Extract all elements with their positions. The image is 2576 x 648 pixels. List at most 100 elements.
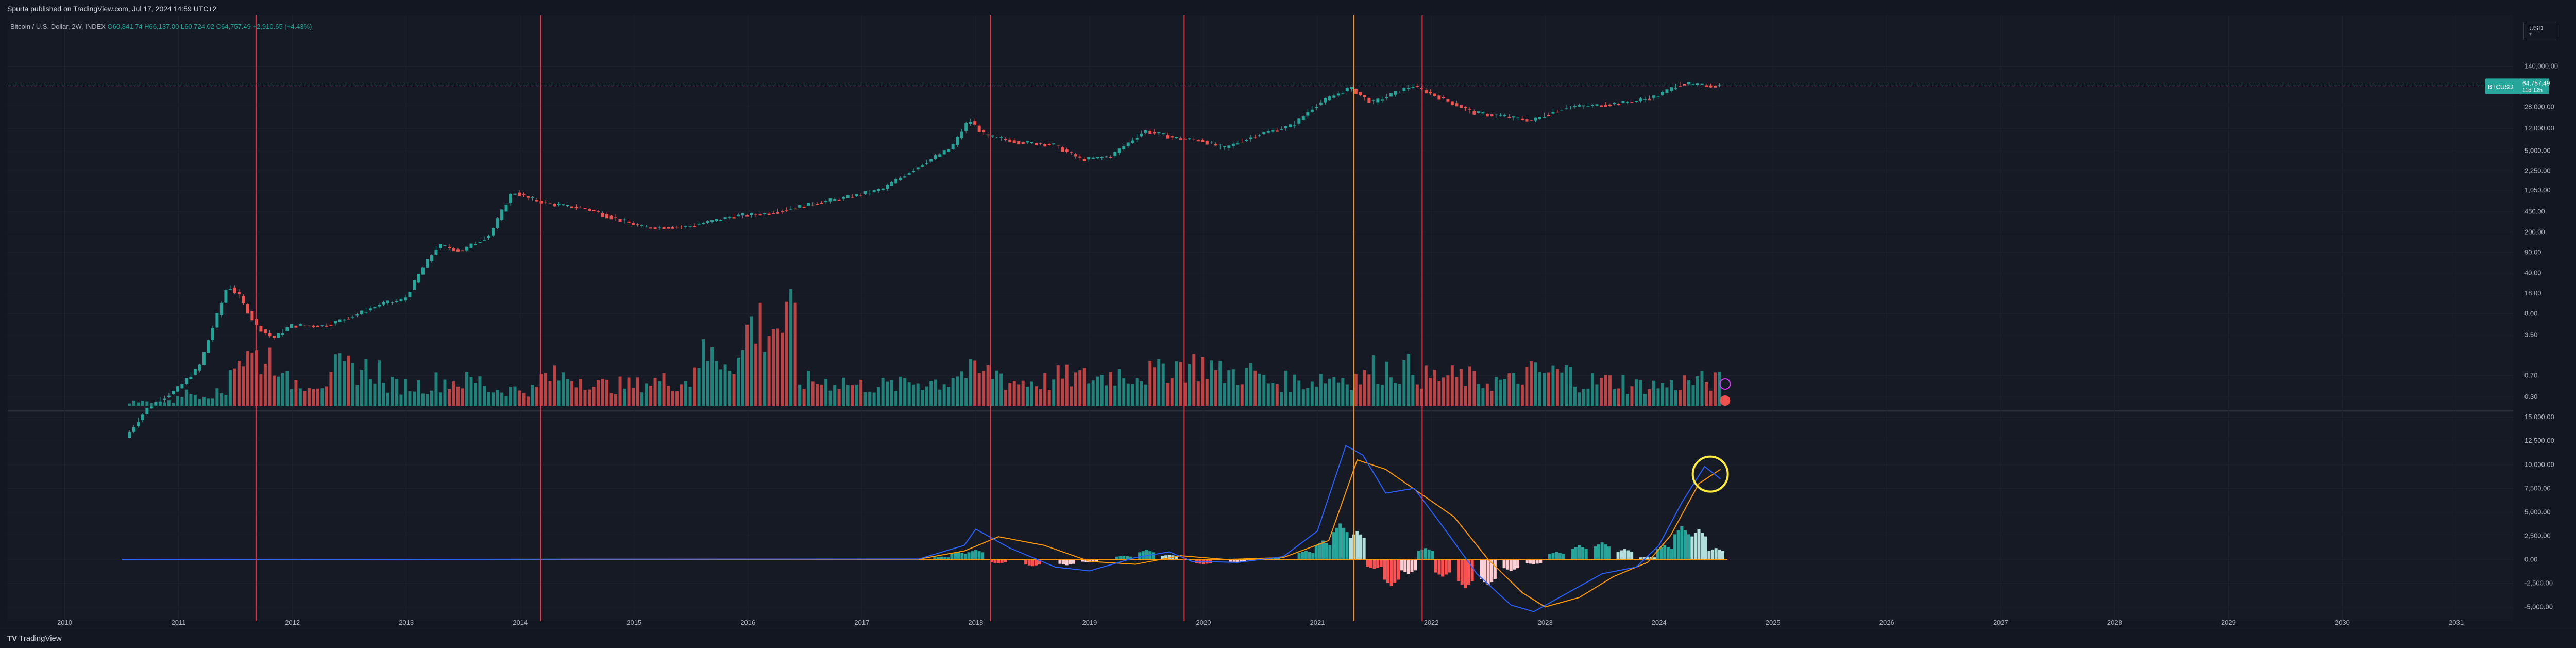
volume-bar: [1319, 374, 1323, 406]
macd-histogram-bar: [1274, 558, 1277, 560]
volume-bar: [145, 401, 149, 406]
price-tick-label: 5,000.00: [2524, 146, 2551, 154]
macd-histogram-bar: [1555, 552, 1558, 560]
volume-bar: [1153, 367, 1156, 406]
volume-bar: [189, 394, 193, 406]
macd-histogram-bar: [1024, 559, 1028, 565]
volume-bar: [649, 386, 653, 406]
macd-histogram-bar: [1095, 559, 1098, 562]
currency-selector[interactable]: USD ▾: [2523, 22, 2556, 40]
candle-body: [574, 207, 578, 209]
volume-bar: [1691, 385, 1695, 406]
macd-histogram-bar: [1574, 547, 1578, 560]
volume-bar: [1648, 389, 1651, 406]
macd-histogram-bar: [1145, 550, 1148, 560]
macd-histogram-bar: [940, 556, 943, 560]
volume-bar: [592, 387, 596, 406]
candle-body: [1140, 133, 1143, 137]
candle-body: [1525, 119, 1529, 122]
candle-body: [921, 165, 924, 167]
candle-body: [1179, 138, 1182, 140]
x-tick-label: 2015: [626, 619, 641, 626]
volume-bar: [719, 369, 723, 406]
macd-histogram-bar: [1031, 559, 1035, 567]
volume-bar: [316, 388, 319, 406]
macd-histogram-bar: [1558, 553, 1562, 560]
macd-histogram-bar: [1427, 549, 1431, 560]
symbol-legend[interactable]: Bitcoin / U.S. Dollar, 2W, INDEX O60,841…: [10, 23, 312, 30]
volume-bar: [250, 352, 254, 406]
candle-body: [1402, 88, 1406, 91]
candle-body: [1122, 146, 1126, 149]
volume-bar: [1634, 379, 1638, 406]
candle-body: [1096, 156, 1099, 159]
volume-bar: [807, 371, 810, 406]
brand-name: TradingView: [19, 634, 62, 643]
volume-bar: [421, 393, 425, 406]
macd-histogram-bar: [1389, 559, 1393, 586]
volume-bar: [890, 380, 893, 406]
candle-body: [469, 243, 473, 248]
candle-body: [977, 125, 981, 132]
macd-histogram-bar: [1707, 551, 1711, 560]
macd-histogram-bar: [1115, 556, 1118, 560]
candle-body: [1065, 149, 1069, 152]
volume-bar: [741, 350, 744, 406]
candle-body: [693, 226, 697, 227]
candle-body: [465, 246, 468, 251]
candle-body: [1306, 112, 1310, 116]
volume-bar: [1196, 381, 1200, 406]
price-pane: [8, 15, 2513, 410]
volume-bar: [1275, 384, 1279, 406]
volume-bar: [474, 383, 477, 406]
candle-body: [1385, 97, 1388, 99]
tradingview-logo[interactable]: TV TradingView: [7, 634, 62, 643]
macd-histogram-bar: [1594, 546, 1597, 560]
volume-bar: [964, 378, 968, 406]
candle-body: [1371, 100, 1375, 101]
macd-histogram-bar: [1376, 559, 1380, 568]
volume-bar: [1047, 390, 1051, 406]
macd-histogram-bar: [1490, 559, 1494, 583]
volume-bar: [137, 402, 140, 406]
volume-bar: [956, 376, 959, 406]
volume-bar: [333, 354, 337, 406]
volume-bar: [1100, 375, 1104, 406]
volume-bar: [1315, 386, 1318, 406]
volume-bar: [653, 378, 657, 406]
volume-bar: [837, 389, 841, 406]
candle-body: [969, 121, 972, 124]
volume-bar: [233, 368, 236, 406]
ohlc-values: O60,841.74 H66,137.00 L60,724.02 C64,757…: [107, 23, 312, 30]
volume-bar: [1569, 367, 1572, 406]
candle-body: [316, 325, 319, 328]
volume-bar: [224, 395, 228, 406]
macd-histogram-bar: [1349, 538, 1352, 560]
candle-body: [1660, 92, 1664, 96]
volume-bar: [522, 393, 526, 406]
volume-bar: [1555, 369, 1559, 406]
macd-histogram-bar: [1548, 554, 1551, 560]
macd-histogram-bar: [1441, 559, 1445, 577]
candle-body: [890, 182, 893, 186]
volume-bar: [1674, 390, 1677, 406]
candle-body: [1078, 156, 1082, 158]
candle-body: [443, 245, 447, 246]
candle-body: [237, 292, 241, 294]
volume-bar: [298, 388, 302, 406]
candle-body: [184, 378, 188, 384]
candle-body: [207, 340, 210, 353]
candle-body: [1196, 140, 1200, 142]
volume-bar: [259, 374, 263, 406]
candle-body: [492, 228, 495, 236]
macd-tick-label: 15,000.00: [2524, 413, 2554, 421]
macd-tick-label: 0.00: [2524, 555, 2537, 563]
candle-body: [745, 215, 749, 217]
volume-bar: [1336, 382, 1340, 406]
candle-body: [1161, 133, 1165, 135]
volume-bar: [793, 302, 797, 406]
volume-bar: [863, 392, 867, 406]
candle-body: [1564, 108, 1568, 109]
volume-bar: [1140, 381, 1143, 406]
